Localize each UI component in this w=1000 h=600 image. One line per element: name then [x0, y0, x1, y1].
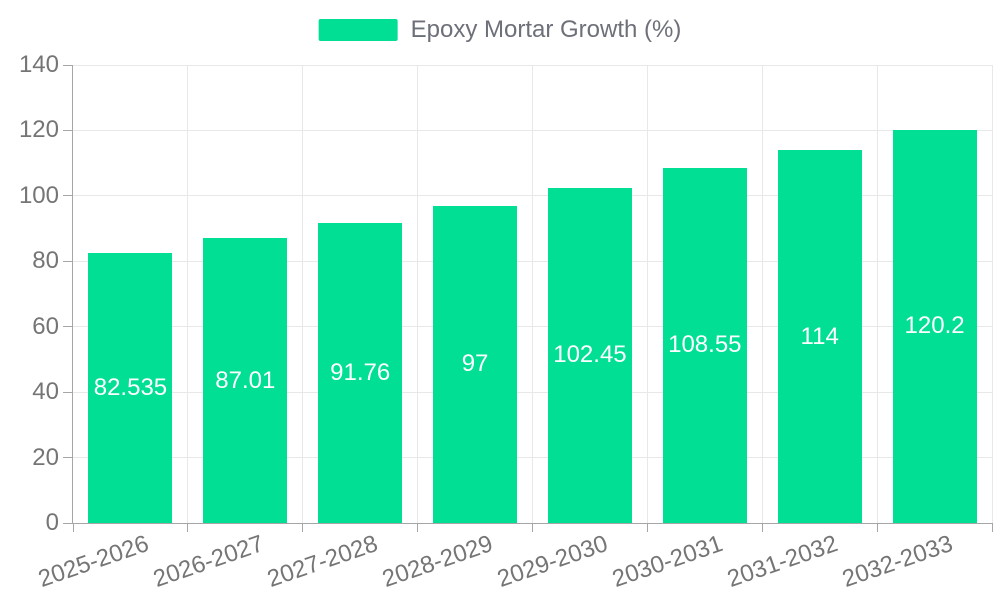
bar[interactable]: [662, 167, 747, 523]
y-axis-tick: [63, 326, 72, 328]
bar[interactable]: [203, 238, 288, 523]
x-axis-line: [73, 523, 993, 524]
chart-legend[interactable]: Epoxy Mortar Growth (%): [318, 16, 682, 43]
y-axis-line: [72, 65, 73, 524]
y-tick-label: 20: [32, 443, 59, 471]
y-tick-label: 60: [32, 312, 59, 340]
x-tick-label: 2031-2032: [723, 530, 842, 593]
y-axis-tick: [63, 195, 72, 197]
bar[interactable]: [777, 150, 862, 523]
v-gridline: [761, 65, 763, 523]
bar-value-label: 91.76: [330, 358, 391, 386]
v-gridline: [991, 65, 993, 523]
x-tick-label: 2026-2027: [149, 530, 267, 593]
legend-label: Epoxy Mortar Growth (%): [410, 16, 682, 43]
v-gridline: [876, 65, 878, 523]
v-gridline: [532, 65, 533, 523]
bar-value-label: 87.01: [215, 366, 276, 394]
bar-value-label: 114: [800, 322, 839, 350]
bar[interactable]: [433, 205, 518, 523]
y-axis-tick: [63, 64, 72, 66]
x-tick-label: 2028-2029: [379, 530, 497, 593]
bar[interactable]: [547, 187, 632, 523]
x-tick-label: 2032-2033: [838, 530, 957, 593]
x-tick-label: 2027-2028: [264, 530, 382, 593]
bar[interactable]: [318, 222, 403, 523]
x-axis-tick: [991, 524, 993, 532]
bar[interactable]: [892, 129, 977, 523]
bar-value-label: 82.535: [93, 373, 168, 401]
y-tick-label: 40: [32, 378, 59, 406]
bar-value-label: 120.2: [904, 312, 965, 340]
x-tick-label: 2025-2026: [34, 530, 152, 593]
legend-swatch-icon: [318, 19, 398, 41]
bar-value-label: 108.55: [668, 331, 742, 359]
y-tick-label: 100: [18, 181, 59, 209]
y-axis-tick: [63, 522, 72, 524]
v-gridline: [187, 65, 189, 523]
x-axis-tick: [417, 524, 419, 532]
y-tick-label: 120: [18, 116, 59, 144]
bar-value-label: 102.45: [553, 341, 627, 369]
x-tick-label: 2029-2030: [494, 530, 612, 593]
v-gridline: [646, 65, 648, 523]
y-axis-tick: [63, 457, 72, 459]
y-tick-label: 80: [32, 247, 59, 275]
x-axis-tick: [646, 524, 648, 532]
plot-area: 82.535 87.01 91.76 97 102.45 108.55 114 120.2: [73, 64, 993, 523]
bar[interactable]: [88, 253, 173, 523]
x-tick-label: 2030-2031: [608, 530, 727, 593]
y-axis-tick: [63, 391, 72, 393]
v-gridline: [417, 65, 419, 523]
x-axis-tick: [876, 524, 878, 532]
x-axis-tick: [532, 524, 533, 532]
x-axis-tick: [72, 524, 74, 532]
x-axis-tick: [187, 524, 189, 532]
x-axis-tick: [761, 524, 763, 532]
x-axis-tick: [302, 524, 304, 532]
y-axis-tick: [63, 129, 72, 131]
y-axis-tick: [63, 260, 72, 262]
y-tick-label: 140: [18, 51, 59, 78]
y-tick-label: 0: [45, 509, 59, 536]
bar-value-label: 97: [461, 350, 489, 378]
v-gridline: [302, 65, 304, 523]
